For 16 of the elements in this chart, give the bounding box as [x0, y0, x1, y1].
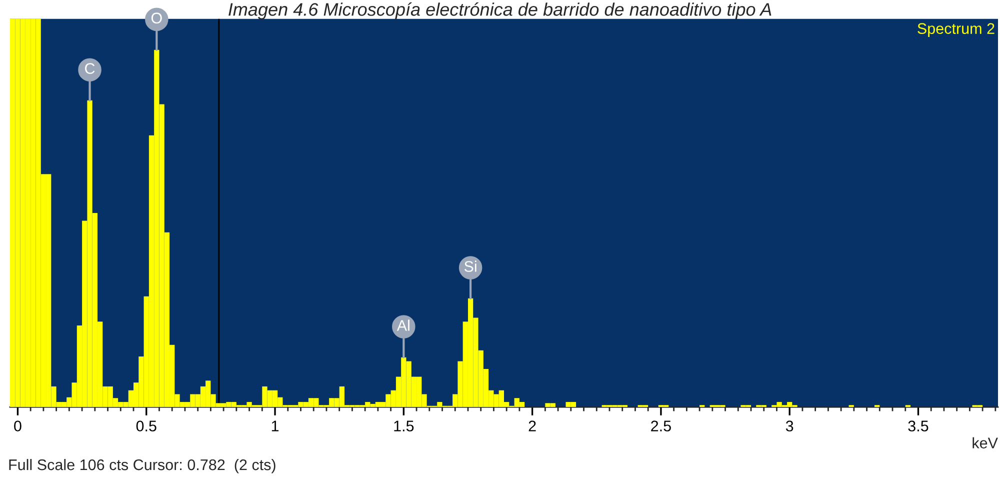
x-tick-label: 2: [528, 420, 536, 432]
x-tick-label: 1.5: [394, 420, 414, 432]
x-tick-label: 0.5: [136, 420, 156, 432]
annotation: O: [151, 12, 162, 24]
x-tick-label: 3: [786, 420, 794, 432]
annotation: Al: [396, 320, 410, 331]
annotation: C: [85, 63, 95, 74]
x-axis-title: keV: [972, 437, 998, 448]
x-tick-label: 1: [272, 420, 279, 432]
x-tick-label: 2.5: [651, 420, 671, 432]
chart-title: Imagen 4.6 Microscopía electrónica de barrido de nanoaditivo tipo A: [228, 2, 772, 20]
text: Full Scale 106 cts Cursor: 0.782 (2 cts): [9, 458, 276, 474]
annotation: Spectrum 2: [918, 23, 994, 38]
x-tick-label: 3.5: [908, 420, 928, 432]
x-tick-label: 0: [14, 420, 22, 432]
annotation: Si: [464, 260, 476, 272]
